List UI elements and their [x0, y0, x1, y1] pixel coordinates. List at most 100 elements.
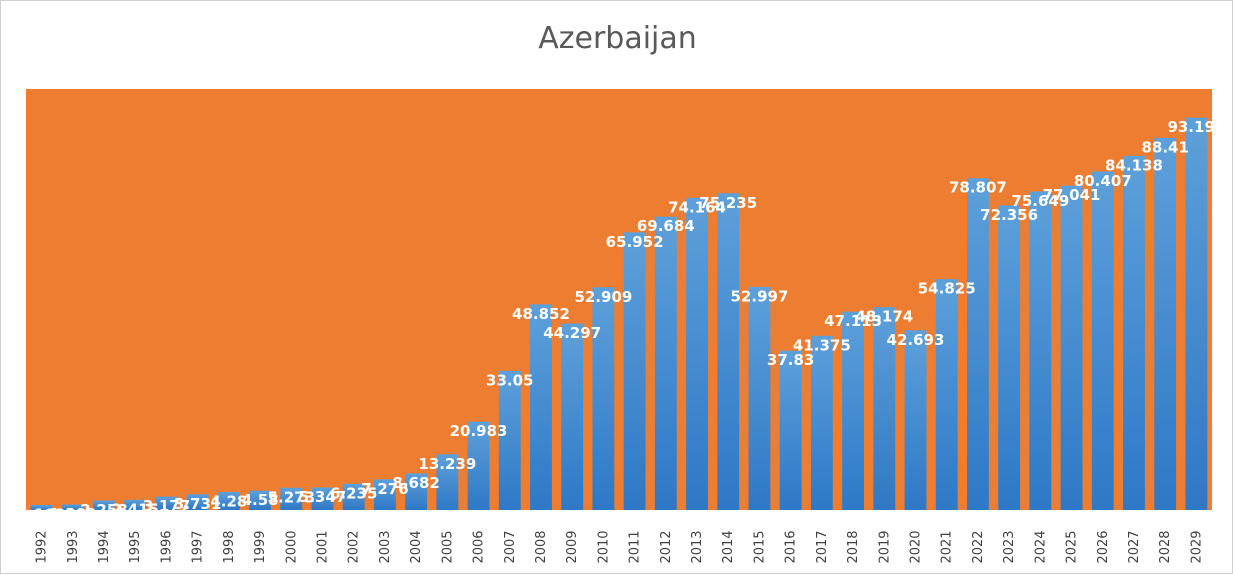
data-label-2020: 42.693 — [887, 331, 945, 349]
data-label-2007: 33.05 — [486, 371, 533, 389]
data-label-2017: 41.375 — [793, 336, 851, 354]
bar-2018 — [842, 311, 865, 510]
x-tick-2026: 2026 — [1096, 530, 1111, 563]
data-label-2019: 48.174 — [855, 308, 913, 326]
data-label-1995: 2.415 — [112, 500, 159, 518]
x-tick-2016: 2016 — [784, 530, 799, 563]
x-tick-1997: 1997 — [191, 530, 206, 563]
x-tick-1998: 1998 — [222, 530, 237, 563]
x-tick-2023: 2023 — [1002, 530, 1017, 563]
bar-2007 — [498, 370, 521, 510]
bar-2019 — [873, 307, 896, 510]
x-tick-2021: 2021 — [940, 530, 955, 563]
data-label-2013: 74.164 — [668, 198, 726, 216]
data-label-2023: 72.356 — [980, 206, 1038, 224]
x-tick-2009: 2009 — [565, 530, 580, 563]
x-tick-1996: 1996 — [159, 530, 174, 563]
data-label-1998: 4.28 — [210, 492, 247, 510]
data-label-2028: 88.41 — [1141, 138, 1188, 156]
data-label-2015: 52.997 — [731, 287, 789, 305]
bar-2022 — [967, 178, 989, 510]
data-label-2003: 7.276 — [361, 480, 408, 498]
chart-title: Azerbaijan — [538, 21, 697, 56]
x-tick-2010: 2010 — [596, 530, 611, 563]
data-label-2010: 52.909 — [574, 288, 632, 306]
x-tick-2002: 2002 — [347, 530, 362, 563]
data-label-2006: 20.983 — [450, 422, 508, 440]
data-label-2021: 54.825 — [918, 280, 976, 298]
data-label-2009: 44.297 — [543, 324, 601, 342]
data-label-2016: 37.83 — [767, 351, 814, 369]
x-tick-2014: 2014 — [721, 530, 736, 563]
data-label-2005: 13.239 — [418, 455, 476, 473]
bar-2000 — [280, 487, 303, 510]
bar-1994 — [93, 500, 115, 510]
bar-2013 — [686, 197, 708, 510]
bar-2014 — [717, 193, 740, 510]
bar-2011 — [623, 232, 646, 510]
x-tick-2008: 2008 — [534, 530, 549, 563]
bar-2023 — [998, 205, 1021, 510]
bar-2027 — [1123, 155, 1145, 510]
data-label-2027: 84.138 — [1105, 156, 1163, 174]
bar-2029 — [1185, 117, 1208, 511]
data-label-2014: 75.235 — [699, 194, 757, 212]
x-tick-2020: 2020 — [909, 530, 924, 563]
x-tick-2005: 2005 — [440, 530, 455, 563]
bar-1995 — [124, 499, 147, 510]
data-label-1992: 1.193 — [18, 505, 65, 523]
x-tick-2001: 2001 — [316, 530, 331, 563]
bar-1992 — [30, 504, 53, 510]
data-label-1993: 1.309 — [49, 505, 96, 523]
bar-2008 — [530, 304, 552, 510]
bar-2015 — [748, 286, 771, 510]
data-label-2002: 6.235 — [330, 484, 377, 502]
data-label-2011: 65.952 — [606, 233, 664, 251]
data-label-1996: 3.177 — [143, 497, 190, 515]
data-label-2025: 77.041 — [1043, 186, 1101, 204]
x-tick-2022: 2022 — [971, 530, 986, 563]
bar-1998 — [217, 491, 240, 510]
bar-1996 — [155, 496, 178, 510]
x-tick-2027: 2027 — [1127, 530, 1142, 563]
x-tick-2000: 2000 — [284, 530, 299, 563]
x-tick-1992: 1992 — [35, 530, 50, 563]
x-tick-2011: 2011 — [628, 530, 643, 563]
x-tick-2025: 2025 — [1065, 530, 1080, 563]
data-label-1994: 2.258 — [80, 501, 127, 519]
bar-2016 — [779, 350, 802, 510]
bar-2021 — [935, 279, 958, 510]
x-tick-2004: 2004 — [409, 530, 424, 563]
bar-2017 — [810, 335, 833, 510]
data-label-2018: 47.113 — [824, 312, 882, 330]
x-tick-1993: 1993 — [66, 530, 81, 563]
bar-2005 — [436, 454, 459, 510]
data-label-2022: 78.807 — [949, 179, 1007, 197]
bar-2002 — [342, 483, 365, 510]
data-label-2012: 69.684 — [637, 217, 695, 235]
bar-1993 — [61, 504, 84, 510]
x-tick-2003: 2003 — [378, 530, 393, 563]
bar-2026 — [1091, 171, 1114, 511]
bar-2028 — [1154, 137, 1177, 511]
data-label-1997: 3.731 — [174, 495, 221, 513]
x-tick-2028: 2028 — [1158, 530, 1173, 563]
x-tick-2015: 2015 — [752, 530, 767, 563]
data-label-1999: 4.58 — [242, 491, 279, 509]
x-tick-2024: 2024 — [1033, 530, 1048, 563]
data-label-2001: 5.347 — [299, 488, 346, 506]
bar-2009 — [561, 323, 584, 510]
x-tick-1999: 1999 — [253, 530, 268, 563]
bar-2025 — [1060, 185, 1083, 510]
bar-2012 — [654, 216, 677, 510]
x-tick-2012: 2012 — [659, 530, 674, 563]
bar-2006 — [467, 421, 490, 510]
x-tick-2018: 2018 — [846, 530, 861, 563]
bar-2020 — [904, 330, 927, 510]
bar-1999 — [249, 490, 272, 510]
bar-2010 — [592, 287, 615, 510]
x-tick-2017: 2017 — [815, 530, 830, 563]
bar-2024 — [1029, 191, 1052, 510]
